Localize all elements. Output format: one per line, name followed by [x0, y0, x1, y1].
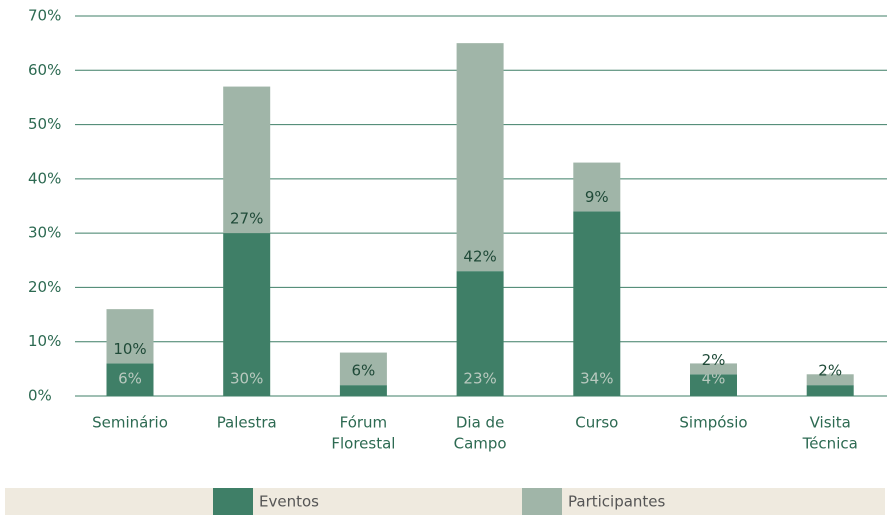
x-tick-label: Florestal: [331, 435, 395, 453]
y-tick-label: 40%: [28, 169, 61, 187]
bar: [573, 162, 621, 212]
legend-background: [5, 488, 885, 515]
y-tick-label: 50%: [28, 115, 61, 133]
value-label: 27%: [230, 210, 263, 228]
y-tick-label: 0%: [28, 387, 52, 405]
y-tick-label: 20%: [28, 278, 61, 296]
value-label: 42%: [463, 248, 496, 266]
value-label: 10%: [113, 340, 146, 358]
bar: [573, 211, 621, 396]
value-label: 6%: [118, 370, 142, 388]
bar: [339, 352, 387, 386]
value-label: 9%: [585, 188, 609, 206]
x-tick-label: Dia de: [456, 414, 504, 432]
bar: [690, 374, 737, 396]
bar: [223, 233, 271, 396]
value-label: 30%: [230, 370, 263, 388]
bar: [690, 363, 737, 375]
bar: [106, 309, 154, 364]
bar: [339, 385, 387, 396]
y-tick-label: 30%: [28, 224, 61, 242]
x-tick-label: Simpósio: [679, 414, 747, 432]
value-label: 23%: [463, 370, 496, 388]
x-tick-label: Palestra: [217, 414, 277, 432]
bar: [806, 385, 854, 396]
x-tick-label: Visita: [810, 414, 851, 432]
x-tick-label: Seminário: [92, 414, 168, 432]
value-label: 34%: [580, 370, 613, 388]
y-tick-label: 10%: [28, 332, 61, 350]
value-label: 2%: [818, 362, 842, 380]
legend-label: Participantes: [568, 493, 666, 511]
bar: [806, 374, 854, 386]
x-tick-label: Técnica: [802, 435, 858, 453]
value-label: 6%: [352, 362, 376, 380]
x-tick-label: Fórum: [340, 414, 388, 432]
x-tick-label: Campo: [454, 435, 507, 453]
value-label: 2%: [702, 351, 726, 369]
legend-label: Eventos: [259, 493, 319, 511]
legend-swatch: [522, 488, 562, 515]
bar: [456, 271, 504, 396]
x-tick-label: Curso: [575, 414, 618, 432]
y-tick-label: 60%: [28, 61, 61, 79]
bar: [456, 43, 504, 272]
legend-swatch: [213, 488, 253, 515]
bar: [106, 363, 154, 396]
bar: [223, 86, 271, 234]
y-tick-label: 70%: [28, 7, 61, 25]
